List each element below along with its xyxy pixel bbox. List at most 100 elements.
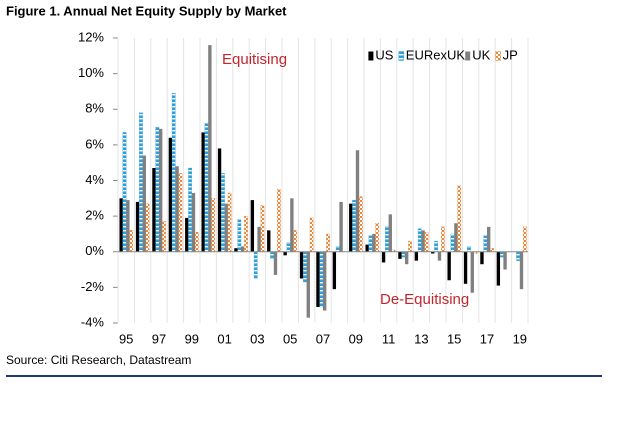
bar <box>355 150 360 252</box>
x-tick-label: 97 <box>152 331 166 346</box>
source-note: Source: Citi Research, Datastream <box>6 353 191 367</box>
bar <box>270 251 274 260</box>
bar <box>250 200 255 252</box>
bar <box>401 251 406 258</box>
bar <box>293 230 298 252</box>
y-tick-label: 8% <box>85 101 104 116</box>
annotation: Equitising <box>222 51 287 68</box>
x-tick-label: 05 <box>283 331 297 346</box>
bar <box>441 226 445 252</box>
bar <box>454 223 458 252</box>
bar <box>365 244 369 252</box>
x-tick-label: 13 <box>414 331 428 346</box>
bar <box>234 248 238 252</box>
x-tick-label: 11 <box>382 331 396 346</box>
bar <box>299 251 304 279</box>
bar <box>267 230 271 252</box>
bar <box>175 166 179 252</box>
bar <box>119 198 123 252</box>
bar <box>227 192 232 252</box>
bar <box>273 251 278 275</box>
bar <box>126 200 130 252</box>
legend-swatch <box>495 51 501 61</box>
bar <box>208 45 212 252</box>
bar <box>139 112 143 252</box>
bar <box>463 251 468 284</box>
bar <box>431 251 435 254</box>
bar <box>283 251 287 256</box>
bar <box>326 233 330 252</box>
bar <box>424 232 429 252</box>
bar <box>253 251 258 279</box>
bar <box>339 201 343 252</box>
x-tick-label: 17 <box>480 331 494 346</box>
bar <box>159 128 163 252</box>
y-tick-label: 6% <box>85 136 104 151</box>
bar <box>372 233 376 252</box>
bar <box>352 199 356 252</box>
bar <box>450 233 455 252</box>
bar <box>385 226 389 252</box>
bar <box>490 248 494 252</box>
bar <box>260 205 265 252</box>
bar <box>408 240 412 252</box>
x-tick-label: 99 <box>185 331 199 346</box>
x-tick-label: 01 <box>217 331 231 346</box>
bar <box>457 185 462 252</box>
bar <box>309 217 314 252</box>
bar <box>152 168 156 252</box>
legend-label: UK <box>472 47 490 62</box>
bar <box>388 214 392 252</box>
bar <box>211 198 216 252</box>
bar <box>237 219 242 252</box>
bar <box>286 242 291 252</box>
bar <box>447 251 451 281</box>
bar <box>516 251 520 261</box>
y-tick-label: 10% <box>78 65 104 80</box>
bar <box>277 189 281 252</box>
bar <box>122 132 127 252</box>
bar <box>171 93 176 252</box>
bar <box>335 246 340 252</box>
bar <box>178 173 183 252</box>
bar <box>217 148 222 252</box>
bar <box>398 251 402 259</box>
x-tick-label: 19 <box>513 331 527 346</box>
bar <box>519 251 524 290</box>
bar <box>142 155 146 252</box>
bar <box>224 203 228 252</box>
bar <box>185 217 189 252</box>
bar <box>191 192 196 252</box>
bar <box>195 232 199 252</box>
legend-label: JP <box>503 47 518 62</box>
bar <box>188 167 192 252</box>
bar <box>375 223 380 252</box>
bar <box>257 226 261 252</box>
y-tick-label: 0% <box>85 243 104 258</box>
bar <box>487 226 491 252</box>
legend-swatch <box>368 51 374 61</box>
bar <box>201 132 205 252</box>
bar <box>323 251 327 311</box>
legend-label: EURexUK <box>406 47 466 62</box>
bar <box>381 251 386 263</box>
bar <box>503 251 507 270</box>
bar <box>303 251 307 283</box>
bar <box>316 251 320 307</box>
bar <box>129 230 134 252</box>
bar <box>434 240 438 252</box>
bar <box>290 198 294 252</box>
bar <box>155 126 160 252</box>
bar <box>414 251 419 261</box>
legend-swatch <box>465 51 471 61</box>
bar <box>480 251 484 265</box>
bar <box>467 246 471 252</box>
bar <box>241 246 245 252</box>
chart-title: Figure 1. Annual Net Equity Supply by Ma… <box>6 3 287 18</box>
x-tick-label: 07 <box>316 331 330 346</box>
bar <box>221 173 225 252</box>
bar <box>405 251 409 265</box>
bar <box>168 137 173 252</box>
bar <box>332 251 337 290</box>
bar <box>470 251 474 293</box>
